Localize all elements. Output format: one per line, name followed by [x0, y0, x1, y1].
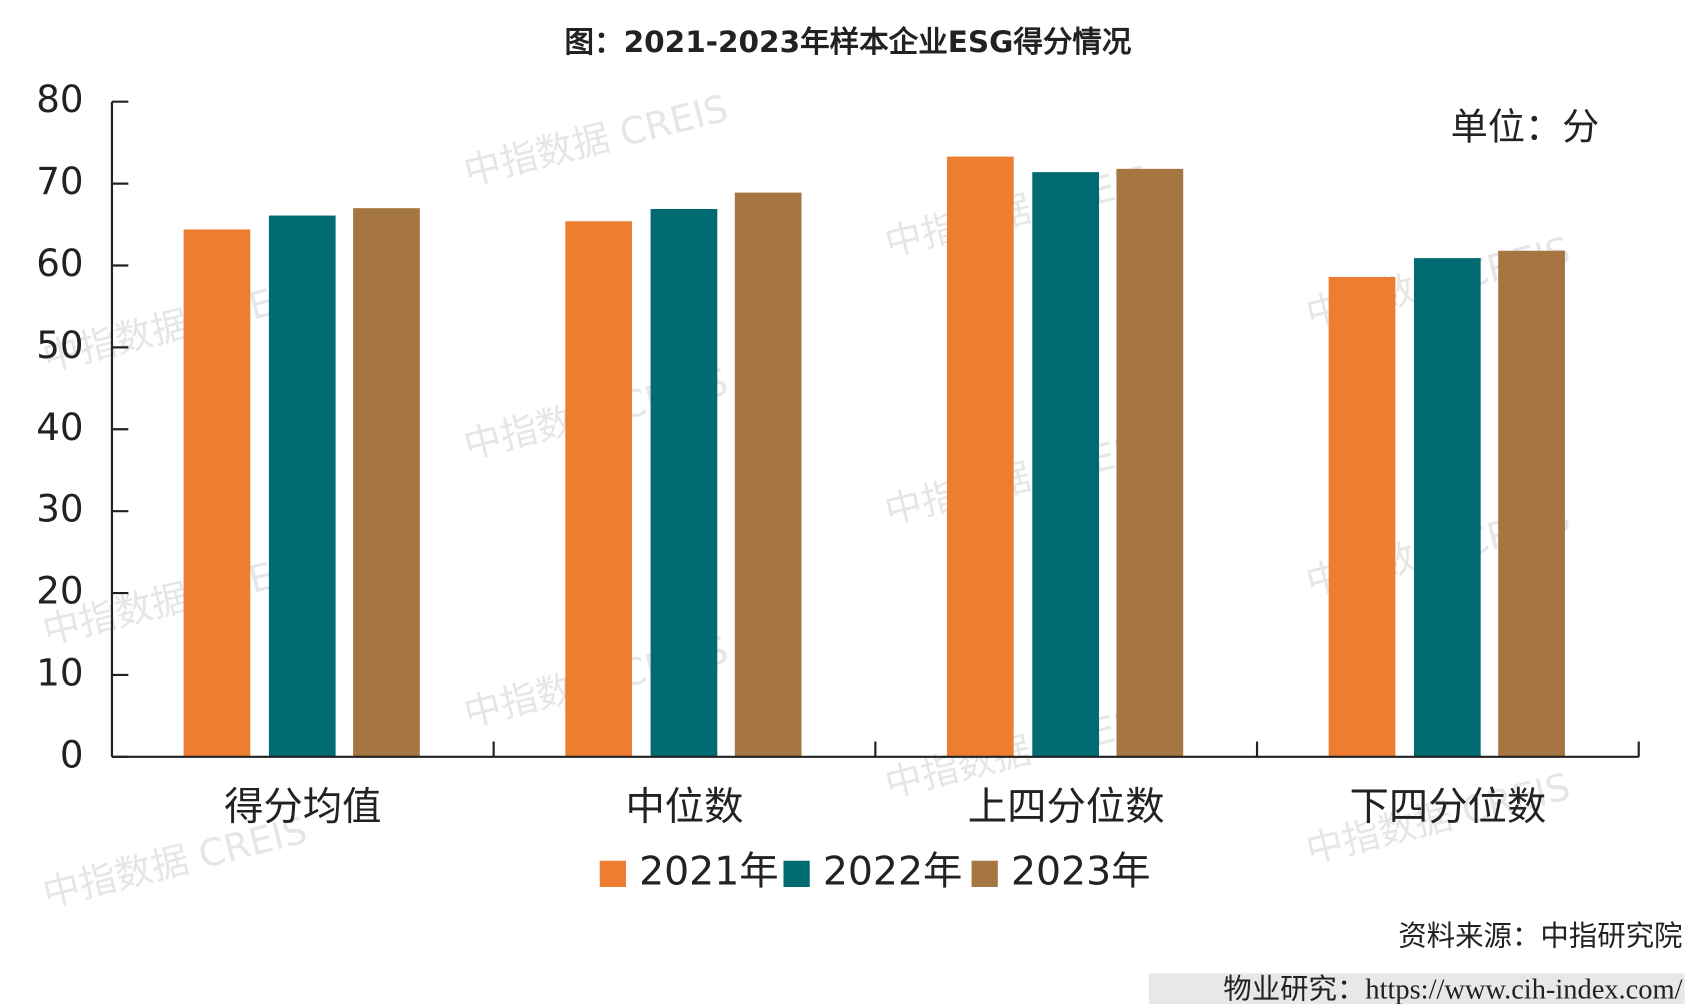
unit-note: 单位：分 — [1451, 105, 1600, 149]
y-tick-label: 10 — [36, 650, 83, 694]
y-tick-label: 0 — [60, 732, 84, 776]
footer-bg — [1148, 973, 1685, 1004]
x-tick-label: 得分均值 — [224, 784, 381, 830]
watermark: 中指数据 CREIS — [880, 157, 1153, 265]
legend-label: 2021年 — [639, 848, 779, 894]
bar — [565, 221, 632, 757]
bar — [1328, 276, 1396, 757]
bar — [1498, 250, 1565, 757]
bar — [734, 192, 802, 757]
bar — [353, 208, 420, 757]
footer: 物业研究：https://www.cih-index.com/ — [1223, 974, 1682, 1004]
bar — [650, 208, 718, 757]
x-tick-label: 上四分位数 — [968, 784, 1165, 830]
bar — [946, 156, 1014, 757]
x-tick-label: 下四分位数 — [1349, 784, 1546, 830]
legend-swatch — [599, 860, 626, 887]
y-tick-label: 30 — [36, 487, 83, 531]
watermark: 中指数据 CREIS — [459, 86, 732, 194]
bar — [1116, 168, 1184, 757]
legend-swatch — [783, 860, 810, 887]
y-tick-label: 80 — [36, 77, 83, 121]
chart-title: 图：2021-2023年样本企业ESG得分情况 — [565, 25, 1132, 59]
legend-label: 2023年 — [1011, 848, 1151, 894]
y-tick-label: 40 — [36, 405, 83, 449]
y-tick-label: 60 — [36, 241, 83, 285]
y-tick-label: 50 — [36, 323, 83, 367]
watermark: 中指数据 CREIS — [880, 425, 1153, 533]
source: 资料来源：中指研究院 — [1398, 919, 1682, 952]
legend-label: 2022年 — [823, 848, 963, 894]
legend-swatch — [971, 860, 998, 887]
y-tick-label: 20 — [36, 569, 83, 613]
bar — [1413, 258, 1481, 757]
bar — [268, 215, 336, 757]
x-tick-label: 中位数 — [625, 784, 743, 830]
bar — [183, 229, 251, 757]
y-tick-label: 70 — [36, 159, 83, 203]
bar — [1032, 172, 1099, 757]
